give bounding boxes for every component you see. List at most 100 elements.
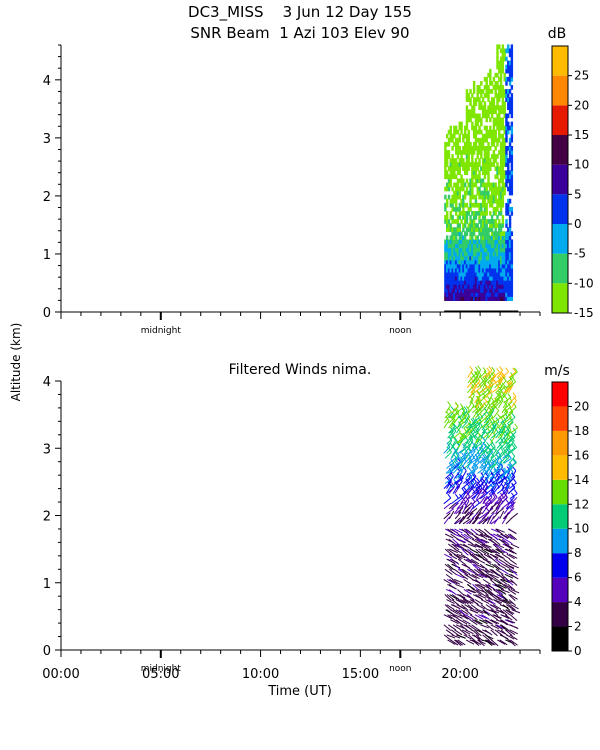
wind-barb [469,619,478,626]
snr-cell [471,105,474,111]
snr-cell [507,267,510,273]
snr-cell [454,194,458,200]
wind-barb [477,392,486,399]
snr-cell [481,182,485,188]
snr-cell [505,206,508,212]
wind-barb [446,508,455,515]
snr-cell [490,105,494,111]
snr-cell [480,93,483,98]
wind-barb-flag [493,492,498,498]
snr-cell [501,219,505,224]
snr-cell [447,137,451,143]
wind-barb [479,445,487,454]
snr-cell [501,44,505,50]
snr-cell [499,255,503,261]
snr-cell [501,202,505,208]
snr-cell [474,117,478,123]
wind-barb [443,614,453,620]
snr-cell [483,109,487,115]
snr-cell [471,296,474,301]
wind-barb-flag [450,431,455,437]
snr-cell [447,141,451,147]
colorbar-swatch [552,253,568,284]
wind-barb [498,472,507,479]
wind-barb [461,629,471,635]
snr-cell [492,284,496,289]
wind-barb [477,584,486,591]
snr-cell [505,117,508,123]
snr-cell [444,194,447,200]
snr-cell [501,231,505,236]
wind-barb-flag [509,377,514,382]
snr-cell [505,276,508,281]
snr-cell [499,239,503,245]
y-tick-label: 3 [43,132,51,147]
snr-cell [472,296,476,301]
snr-cell [453,267,456,273]
wind-barb-flag [512,377,517,383]
snr-cell [481,105,485,111]
snr-cell [499,150,503,155]
wind-barb [492,604,502,610]
snr-cell [508,231,512,236]
wind-barb [447,548,456,555]
snr-cell [494,105,497,111]
snr-cell [449,137,452,143]
snr-cell [487,227,490,232]
wind-barb [468,399,474,409]
snr-cell [490,223,494,228]
snr-cell [496,117,499,123]
snr-cell [467,243,470,249]
wind-barb [474,629,482,637]
snr-cell [487,259,490,265]
snr-cell [460,255,463,261]
y-tick-label: 0 [43,644,51,659]
snr-cell [447,251,451,257]
snr-cell [447,150,451,155]
snr-cell [474,223,478,228]
snr-cell [507,101,510,106]
snr-cell [485,259,488,265]
wind-barb-flag [504,486,509,492]
wind-barb-flag [463,406,468,411]
snr-cell [503,52,506,58]
x-tick-label: 05:00 [142,667,179,682]
snr-cell [460,231,463,236]
snr-cell [469,109,472,115]
snr-cell [496,72,499,78]
snr-cell [465,190,469,196]
wind-barb [446,609,455,616]
colorbar-swatch [552,553,568,578]
snr-cell [444,271,447,277]
snr-cell [480,137,483,143]
snr-cell [501,251,505,257]
snr-cell [499,121,503,127]
wind-barb-flag [495,420,499,426]
snr-cell [465,263,469,269]
snr-cell [510,263,514,269]
wind-barb-flag [447,493,452,499]
wind-barb [480,538,490,544]
x-tick-label: 15:00 [342,667,379,682]
colorbar-tick-label: 20 [574,98,589,112]
snr-cell [449,235,452,241]
colorbar-swatch [552,135,568,165]
wind-barb [495,528,503,535]
wind-barb [457,558,466,565]
snr-cell [507,211,510,216]
snr-cell [456,137,460,143]
snr-cell [508,227,512,232]
snr-cell [478,276,481,281]
wind-barb [510,400,517,409]
snr-cell [476,267,479,273]
snr-cell [463,202,467,208]
snr-cell [458,247,461,253]
snr-cell [462,182,465,188]
wind-barb [493,594,502,600]
snr-cell [449,166,452,171]
wind-barb [450,533,459,540]
wind-barb [490,485,496,494]
wind-barb [455,639,464,646]
snr-cell [453,247,456,253]
snr-cell [492,129,496,135]
